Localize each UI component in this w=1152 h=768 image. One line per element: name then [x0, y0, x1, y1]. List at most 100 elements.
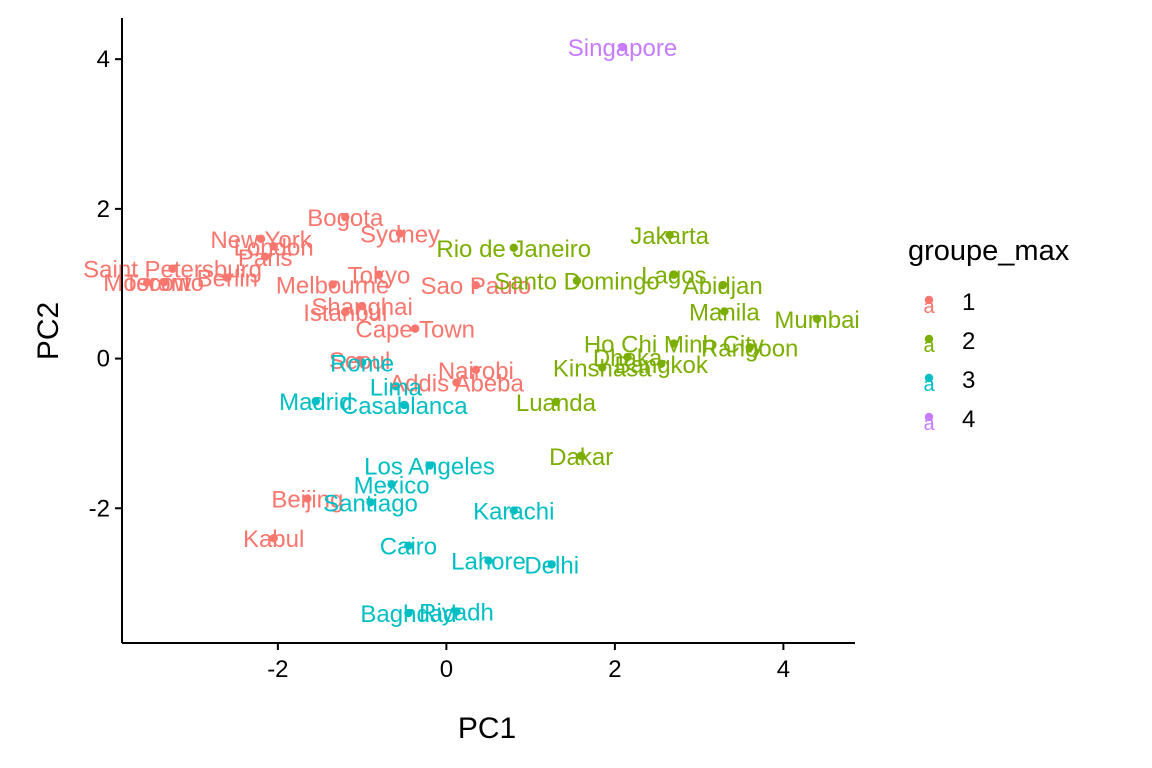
point-beijing — [303, 494, 312, 503]
point-label-jakarta: Jakarta — [630, 223, 709, 250]
point-label-delhi: Delhi — [524, 552, 579, 579]
point-label-berlin: Berlin — [197, 266, 258, 293]
point-rome — [357, 358, 367, 367]
legend-title: groupe_max — [908, 235, 1070, 267]
point-label-sydney: Sydney — [360, 222, 440, 249]
point-dhaka — [623, 352, 632, 362]
legend-label-3: 3 — [962, 367, 975, 394]
legend-key-point — [924, 373, 934, 383]
point-label-kinshasa: Kinshasa — [553, 356, 652, 383]
point-label-santo-domingo: Santo Domingo — [494, 269, 659, 296]
point-abidjan — [718, 281, 727, 290]
point-label-rome: Rome — [330, 350, 394, 377]
point-label-lahore: Lahore — [451, 549, 526, 576]
x-axis-ticks: -2 0 2 4 — [267, 643, 790, 683]
point-label-ho-chi-minh-city: Ho Chi Minh City — [584, 332, 764, 359]
point-shanghai — [357, 301, 367, 311]
point-label-istanbul: Istanbul — [303, 300, 387, 327]
legend-label-2: 2 — [962, 328, 975, 355]
points-layer — [143, 42, 822, 618]
point-ho-chi-minh-city — [669, 339, 679, 348]
point-london — [269, 242, 278, 251]
point-label-luanda: Luanda — [516, 390, 597, 417]
point-jakarta — [665, 230, 674, 240]
x-tick-label: 4 — [777, 656, 790, 683]
point-label-los-angeles: Los Angeles — [364, 454, 495, 481]
legend: groupe_max a 1 a 2 a 3 a 4 — [908, 235, 1070, 435]
point-label-rangoon: Rangoon — [701, 335, 798, 362]
point-label-tokyo: Tokyo — [348, 263, 411, 290]
point-label-dakar: Dakar — [549, 444, 613, 471]
legend-key-text-glyph: a — [923, 413, 935, 435]
point-label-nairobi: Nairobi — [438, 358, 514, 385]
point-tokyo — [374, 270, 384, 279]
point-mumbai — [812, 314, 822, 324]
point-label-lagos: Lagos — [641, 263, 706, 290]
point-singapore — [618, 42, 627, 52]
point-label-bogota: Bogota — [307, 205, 384, 232]
point-label-shanghai: Shanghai — [311, 294, 412, 321]
point-label-bangkok: Bangkok — [615, 352, 709, 379]
point-label-new-york: New York — [210, 227, 312, 254]
point-label-dhaka: Dhaka — [593, 345, 663, 372]
point-label-abidjan: Abidjan — [683, 273, 763, 300]
point-dakar — [576, 451, 586, 461]
point-saint-petersburg — [168, 264, 177, 273]
point-label-madrid: Madrid — [279, 389, 352, 416]
point-sydney — [395, 229, 405, 238]
point-mexico — [387, 480, 396, 489]
point-madrid — [311, 397, 320, 406]
point-label-sao-paulo: Sao Paulo — [420, 273, 531, 300]
point-new-york — [256, 234, 266, 244]
point-cairo — [404, 541, 413, 550]
x-tick-label: -2 — [267, 656, 288, 683]
point-berlin — [223, 273, 232, 282]
point-kinshasa — [598, 363, 607, 372]
point-toronto — [159, 278, 169, 287]
point-label-saint-petersburg: Saint Petersburg — [83, 257, 262, 284]
point-melbourne — [328, 280, 337, 289]
point-riyadh — [452, 607, 461, 616]
x-tick-label: 2 — [608, 656, 621, 683]
legend-key-point — [924, 412, 934, 422]
y-axis-ticks: -2 0 2 4 — [89, 46, 122, 522]
point-bangkok — [657, 359, 666, 369]
y-tick-label: 4 — [97, 46, 110, 73]
point-label-mumbai: Mumbai — [774, 307, 859, 334]
point-label-cairo: Cairo — [380, 534, 437, 561]
point-label-casablanca: Casablanca — [341, 393, 468, 420]
y-axis-title: PC2 — [32, 302, 65, 360]
point-label-manila: Manila — [689, 299, 760, 326]
point-baghdad — [404, 608, 413, 618]
point-lima — [391, 382, 401, 391]
point-label-lima: Lima — [370, 374, 423, 401]
point-label-seoul: Seoul — [329, 348, 390, 375]
point-bogota — [341, 212, 350, 222]
point-moscow — [143, 278, 152, 287]
legend-key-point — [924, 334, 934, 344]
point-label-moscow: Moscow — [103, 270, 192, 297]
x-tick-label: 0 — [440, 656, 453, 683]
point-label-mexico: Mexico — [354, 472, 430, 499]
point-istanbul — [341, 307, 350, 317]
point-casablanca — [400, 400, 409, 410]
point-label-toronto: Toronto — [124, 270, 204, 297]
y-tick-label: 0 — [97, 346, 110, 373]
point-manila — [720, 307, 729, 316]
point-lagos — [669, 270, 679, 279]
point-label-melbourne: Melbourne — [276, 272, 389, 299]
point-label-cape-town: Cape Town — [355, 317, 475, 344]
y-tick-label: -2 — [89, 495, 110, 522]
point-los-angeles — [425, 461, 434, 470]
legend-label-1: 1 — [962, 289, 975, 316]
point-label-riyadh: Riyadh — [419, 600, 494, 627]
legend-entries: a 1 a 2 a 3 a 4 — [923, 289, 975, 435]
point-santo-domingo — [572, 276, 582, 285]
point-delhi — [547, 560, 556, 569]
x-axis-title: PC1 — [458, 712, 516, 745]
point-label-addis-abeba: Addis Abeba — [389, 371, 524, 398]
point-label-karachi: Karachi — [473, 499, 554, 526]
legend-key-point — [924, 295, 934, 305]
